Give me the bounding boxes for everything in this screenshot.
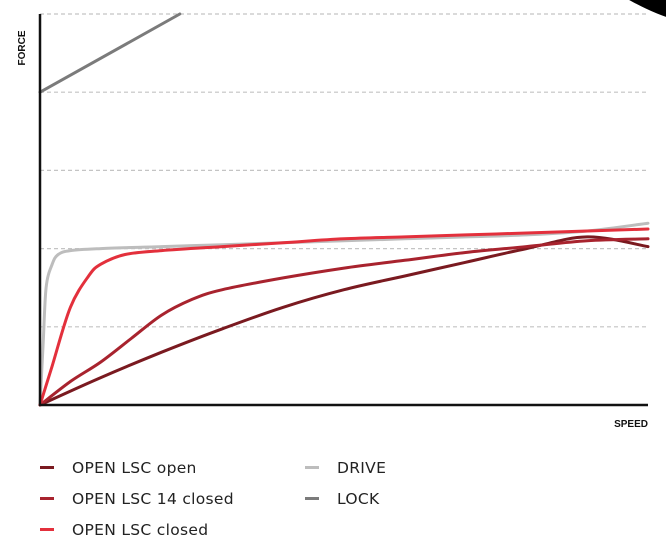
series-line-lock xyxy=(38,12,182,94)
legend-label: OPEN LSC open xyxy=(72,458,197,477)
series-line-open-lsc-14-closed xyxy=(38,237,650,407)
legend-item-open-lsc-open: OPEN LSC open xyxy=(40,452,234,483)
legend-swatch xyxy=(40,497,54,500)
legend-item-open-lsc-closed: OPEN LSC closed xyxy=(40,514,234,545)
y-axis-title: FORCE xyxy=(17,30,28,65)
grid-lines xyxy=(40,13,648,328)
legend-column-2: DRIVE LOCK xyxy=(305,452,386,514)
series-line-open-lsc-open xyxy=(38,235,650,407)
legend-label: OPEN LSC 14 closed xyxy=(72,489,234,508)
legend-label: LOCK xyxy=(337,489,380,508)
legend-label: OPEN LSC closed xyxy=(72,520,209,539)
legend-swatch xyxy=(40,466,54,469)
legend-swatch xyxy=(305,497,319,500)
legend-column-1: OPEN LSC open OPEN LSC 14 closed OPEN LS… xyxy=(40,452,234,545)
axes xyxy=(38,14,648,407)
legend-item-open-lsc-14-closed: OPEN LSC 14 closed xyxy=(40,483,234,514)
legend-swatch xyxy=(305,466,319,469)
series-lines xyxy=(38,12,650,407)
legend-label: DRIVE xyxy=(337,458,387,477)
series-line-open-lsc-closed xyxy=(38,227,650,407)
series-line-drive xyxy=(38,221,650,407)
legend-swatch xyxy=(40,528,54,531)
legend-item-drive: DRIVE xyxy=(305,452,386,483)
legend-item-lock: LOCK xyxy=(305,483,386,514)
corner-decoration xyxy=(606,0,666,20)
legend: OPEN LSC open OPEN LSC 14 closed OPEN LS… xyxy=(40,452,640,542)
x-axis-title: SPEED xyxy=(614,419,648,430)
